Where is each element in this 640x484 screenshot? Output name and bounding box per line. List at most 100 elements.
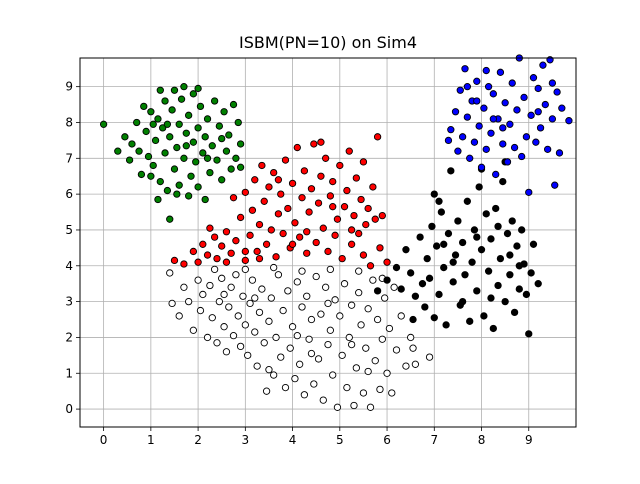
data-point — [281, 156, 290, 164]
data-point — [506, 120, 514, 128]
data-point — [371, 357, 379, 365]
data-point — [522, 290, 531, 299]
data-point — [555, 149, 564, 157]
data-point — [270, 263, 278, 272]
data-point — [288, 323, 297, 331]
data-point — [432, 242, 441, 250]
data-point — [125, 156, 134, 164]
data-point — [329, 177, 337, 186]
data-point — [352, 174, 360, 182]
x-tick-label: 8 — [478, 433, 486, 447]
data-point — [558, 104, 566, 112]
data-point — [154, 115, 162, 123]
data-point — [170, 86, 179, 94]
data-point — [241, 321, 249, 329]
data-point — [291, 219, 299, 227]
data-point — [444, 136, 453, 145]
data-point — [215, 297, 224, 306]
data-point — [260, 339, 268, 347]
data-point — [411, 360, 420, 368]
data-point — [272, 253, 280, 261]
data-point — [477, 163, 486, 171]
data-point — [317, 310, 325, 318]
cluster-series-3 — [166, 263, 434, 411]
data-point — [390, 283, 398, 291]
y-tick-label: 9 — [65, 80, 73, 94]
data-point — [425, 274, 434, 282]
data-point — [482, 145, 490, 154]
y-tick-label: 2 — [65, 330, 73, 344]
data-point — [317, 172, 325, 180]
data-point — [347, 240, 356, 248]
data-point — [253, 247, 261, 256]
data-point — [135, 147, 143, 155]
data-point — [173, 190, 181, 198]
data-point — [168, 106, 176, 114]
data-point — [241, 188, 249, 196]
data-point — [355, 289, 363, 297]
data-point — [525, 330, 533, 338]
data-point — [239, 292, 247, 300]
data-point — [487, 129, 495, 137]
data-point — [425, 353, 434, 361]
data-point — [492, 170, 500, 179]
data-point — [170, 165, 179, 173]
data-point — [338, 254, 346, 263]
data-point — [329, 371, 337, 379]
data-point — [270, 168, 278, 177]
data-point — [300, 391, 309, 399]
data-point — [180, 154, 188, 162]
data-point — [508, 79, 516, 87]
data-point — [307, 349, 316, 358]
data-point — [220, 323, 228, 331]
data-point — [423, 254, 431, 263]
data-point — [463, 113, 471, 121]
data-point — [137, 170, 146, 179]
data-point — [376, 244, 384, 252]
data-point — [274, 176, 283, 184]
data-point — [253, 362, 261, 370]
data-point — [140, 102, 148, 111]
data-point — [288, 179, 297, 188]
y-tick-label: 3 — [65, 295, 73, 309]
data-point — [166, 133, 174, 141]
data-point — [418, 280, 427, 288]
data-point — [154, 195, 162, 204]
data-point — [258, 285, 266, 293]
data-point — [307, 185, 316, 193]
data-point — [255, 254, 264, 263]
data-point — [357, 321, 365, 329]
data-point — [336, 161, 344, 170]
data-point — [279, 229, 287, 238]
data-point — [458, 297, 467, 306]
data-point — [310, 140, 318, 148]
data-point — [175, 312, 183, 320]
data-point — [454, 147, 462, 155]
data-point — [149, 120, 157, 128]
data-point — [114, 147, 122, 155]
data-point — [229, 100, 238, 109]
data-point — [215, 122, 224, 130]
data-point — [321, 283, 330, 291]
x-tick-label: 5 — [336, 433, 344, 447]
data-point — [194, 124, 202, 132]
data-point — [232, 237, 240, 245]
data-point — [371, 215, 379, 223]
y-axis: 0 1 2 3 4 5 6 7 8 9 — [65, 80, 80, 416]
data-point — [255, 220, 264, 229]
data-point — [227, 165, 235, 173]
data-point — [251, 328, 259, 336]
data-point — [435, 197, 443, 205]
data-point — [222, 348, 231, 356]
data-point — [182, 142, 190, 150]
data-point — [463, 83, 471, 91]
data-point — [189, 247, 198, 256]
y-tick-label: 6 — [65, 187, 73, 201]
data-point — [286, 344, 294, 352]
data-point — [329, 203, 337, 211]
data-point — [206, 281, 214, 290]
data-point — [388, 389, 396, 397]
data-point — [303, 228, 311, 236]
data-point — [541, 100, 549, 109]
